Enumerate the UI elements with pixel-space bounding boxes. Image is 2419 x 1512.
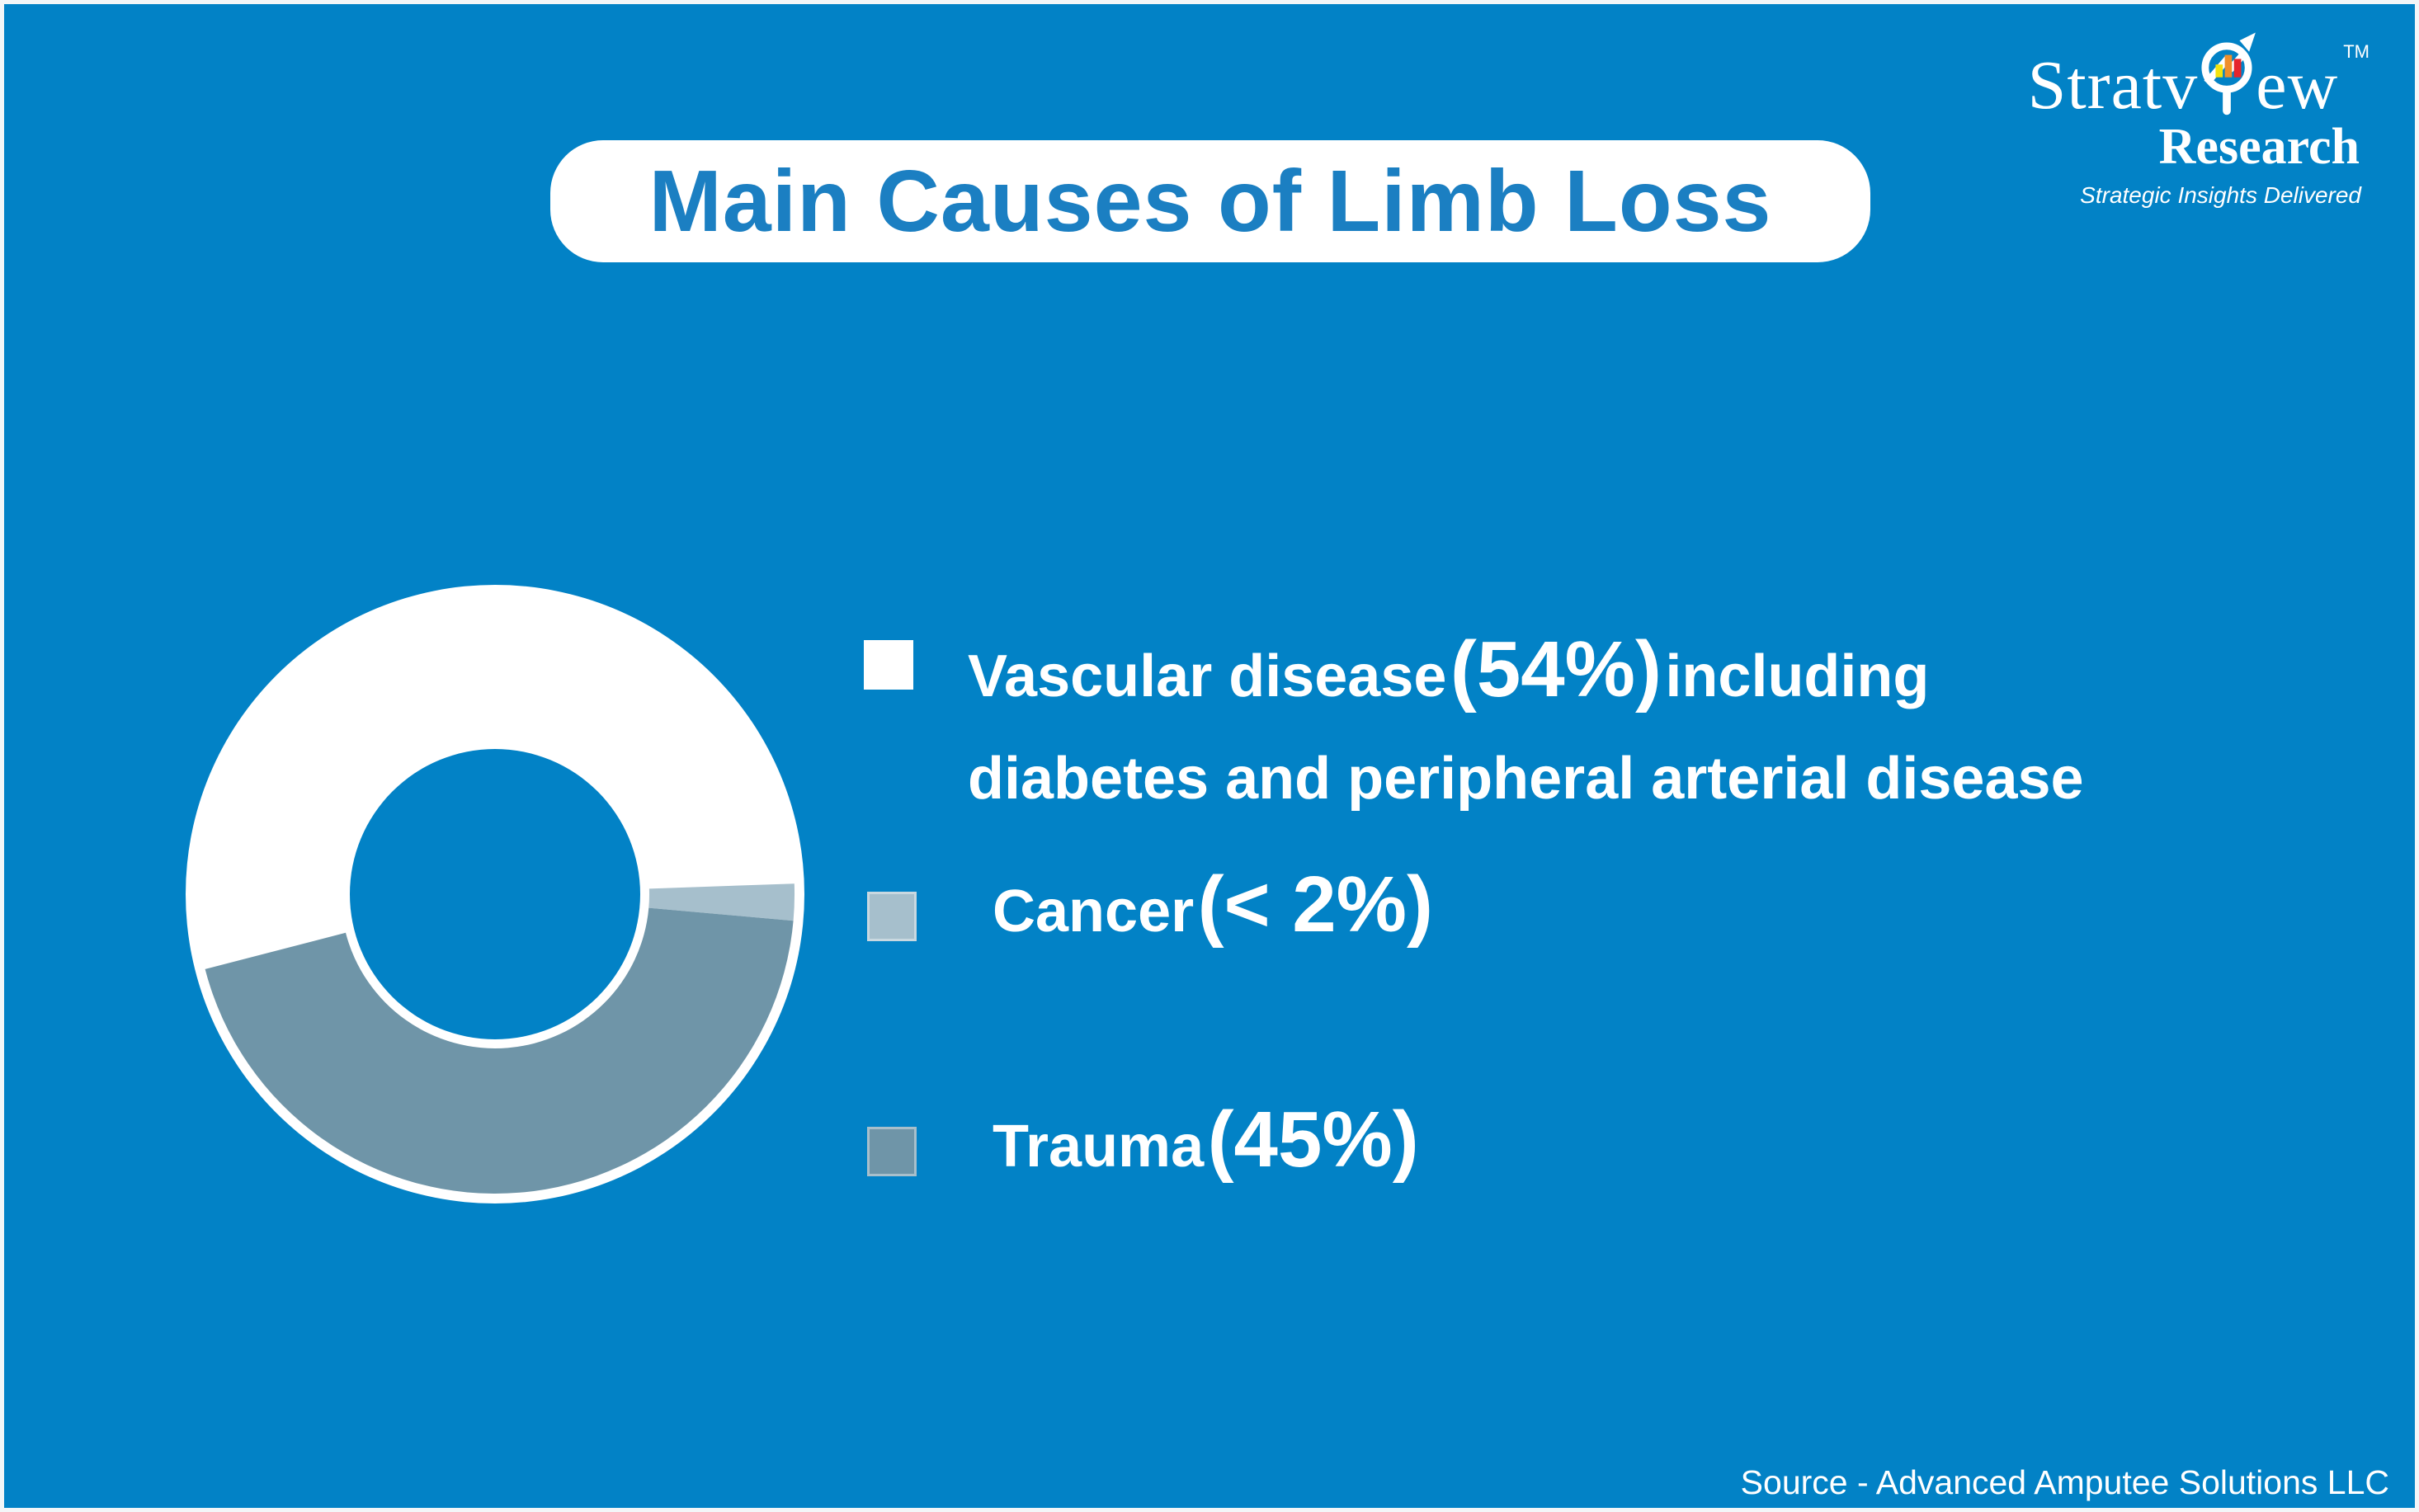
donut-chart [186, 585, 804, 1203]
brand-name-suffix: ew [2256, 47, 2339, 124]
legend-marker-trauma [867, 1127, 917, 1176]
page-title: Main Causes of Limb Loss [648, 152, 1772, 250]
donut-slice-trauma [205, 907, 794, 1194]
legend-item-vascular: Vascular disease (54%) including diabete… [864, 627, 2084, 838]
brand-wordmark: Stratv ew TM [2028, 18, 2369, 120]
brand-logo: Stratv ew TM Research Strategic Insights… [2021, 18, 2384, 209]
donut-slice-vascular-disease [196, 594, 795, 969]
brand-tagline: Strategic Insights Delivered [2080, 182, 2361, 209]
brand-name-prefix: Stratv [2027, 47, 2199, 124]
legend-item-trauma: Trauma (45%) [864, 1097, 1419, 1206]
trademark-symbol: TM [2343, 41, 2369, 62]
legend-label-cancer: Cancer (< 2%) [993, 860, 1433, 949]
donut-slice-cancer [648, 883, 795, 921]
legend-marker-vascular [864, 640, 913, 690]
legend-label-vascular: Vascular disease (54%) including diabete… [968, 625, 2084, 813]
legend-label-trauma: Trauma (45%) [993, 1095, 1419, 1184]
brand-division: Research [2158, 119, 2360, 175]
source-note: Source - Advanced Amputee Solutions LLC [1740, 1463, 2389, 1501]
title-box: Main Causes of Limb Loss [550, 140, 1870, 262]
legend-marker-cancer [867, 892, 917, 941]
legend-item-cancer: Cancer (< 2%) [864, 862, 1433, 971]
magnifier-chart-icon [2201, 32, 2256, 115]
